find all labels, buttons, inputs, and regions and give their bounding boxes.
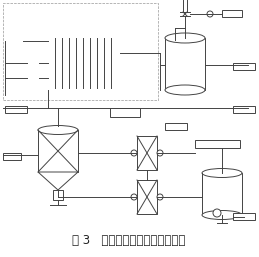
Bar <box>53 190 63 200</box>
Ellipse shape <box>165 33 205 43</box>
Ellipse shape <box>165 85 205 95</box>
Bar <box>233 106 255 113</box>
Circle shape <box>157 194 163 200</box>
Bar <box>38 130 78 172</box>
Circle shape <box>213 209 221 217</box>
Ellipse shape <box>202 169 242 178</box>
Bar <box>137 180 157 214</box>
Bar <box>165 38 205 90</box>
Bar <box>3 3 158 100</box>
Bar <box>137 136 157 170</box>
Bar <box>195 140 240 148</box>
Text: 图 3   膜法脱硝预处理工艺流程图: 图 3 膜法脱硝预处理工艺流程图 <box>72 234 186 247</box>
Ellipse shape <box>38 125 78 134</box>
Circle shape <box>207 11 213 17</box>
Circle shape <box>157 150 163 156</box>
Bar <box>48 38 120 88</box>
Bar <box>222 10 242 17</box>
Circle shape <box>131 194 137 200</box>
Polygon shape <box>38 172 78 190</box>
Bar <box>202 173 242 215</box>
Bar <box>3 153 21 160</box>
Circle shape <box>27 72 39 84</box>
Bar <box>5 38 23 45</box>
Circle shape <box>27 57 39 69</box>
Bar <box>110 108 140 117</box>
Bar <box>233 63 255 70</box>
Bar <box>5 106 27 113</box>
Bar <box>233 213 255 220</box>
Bar <box>165 123 187 130</box>
Ellipse shape <box>202 210 242 219</box>
Circle shape <box>131 150 137 156</box>
